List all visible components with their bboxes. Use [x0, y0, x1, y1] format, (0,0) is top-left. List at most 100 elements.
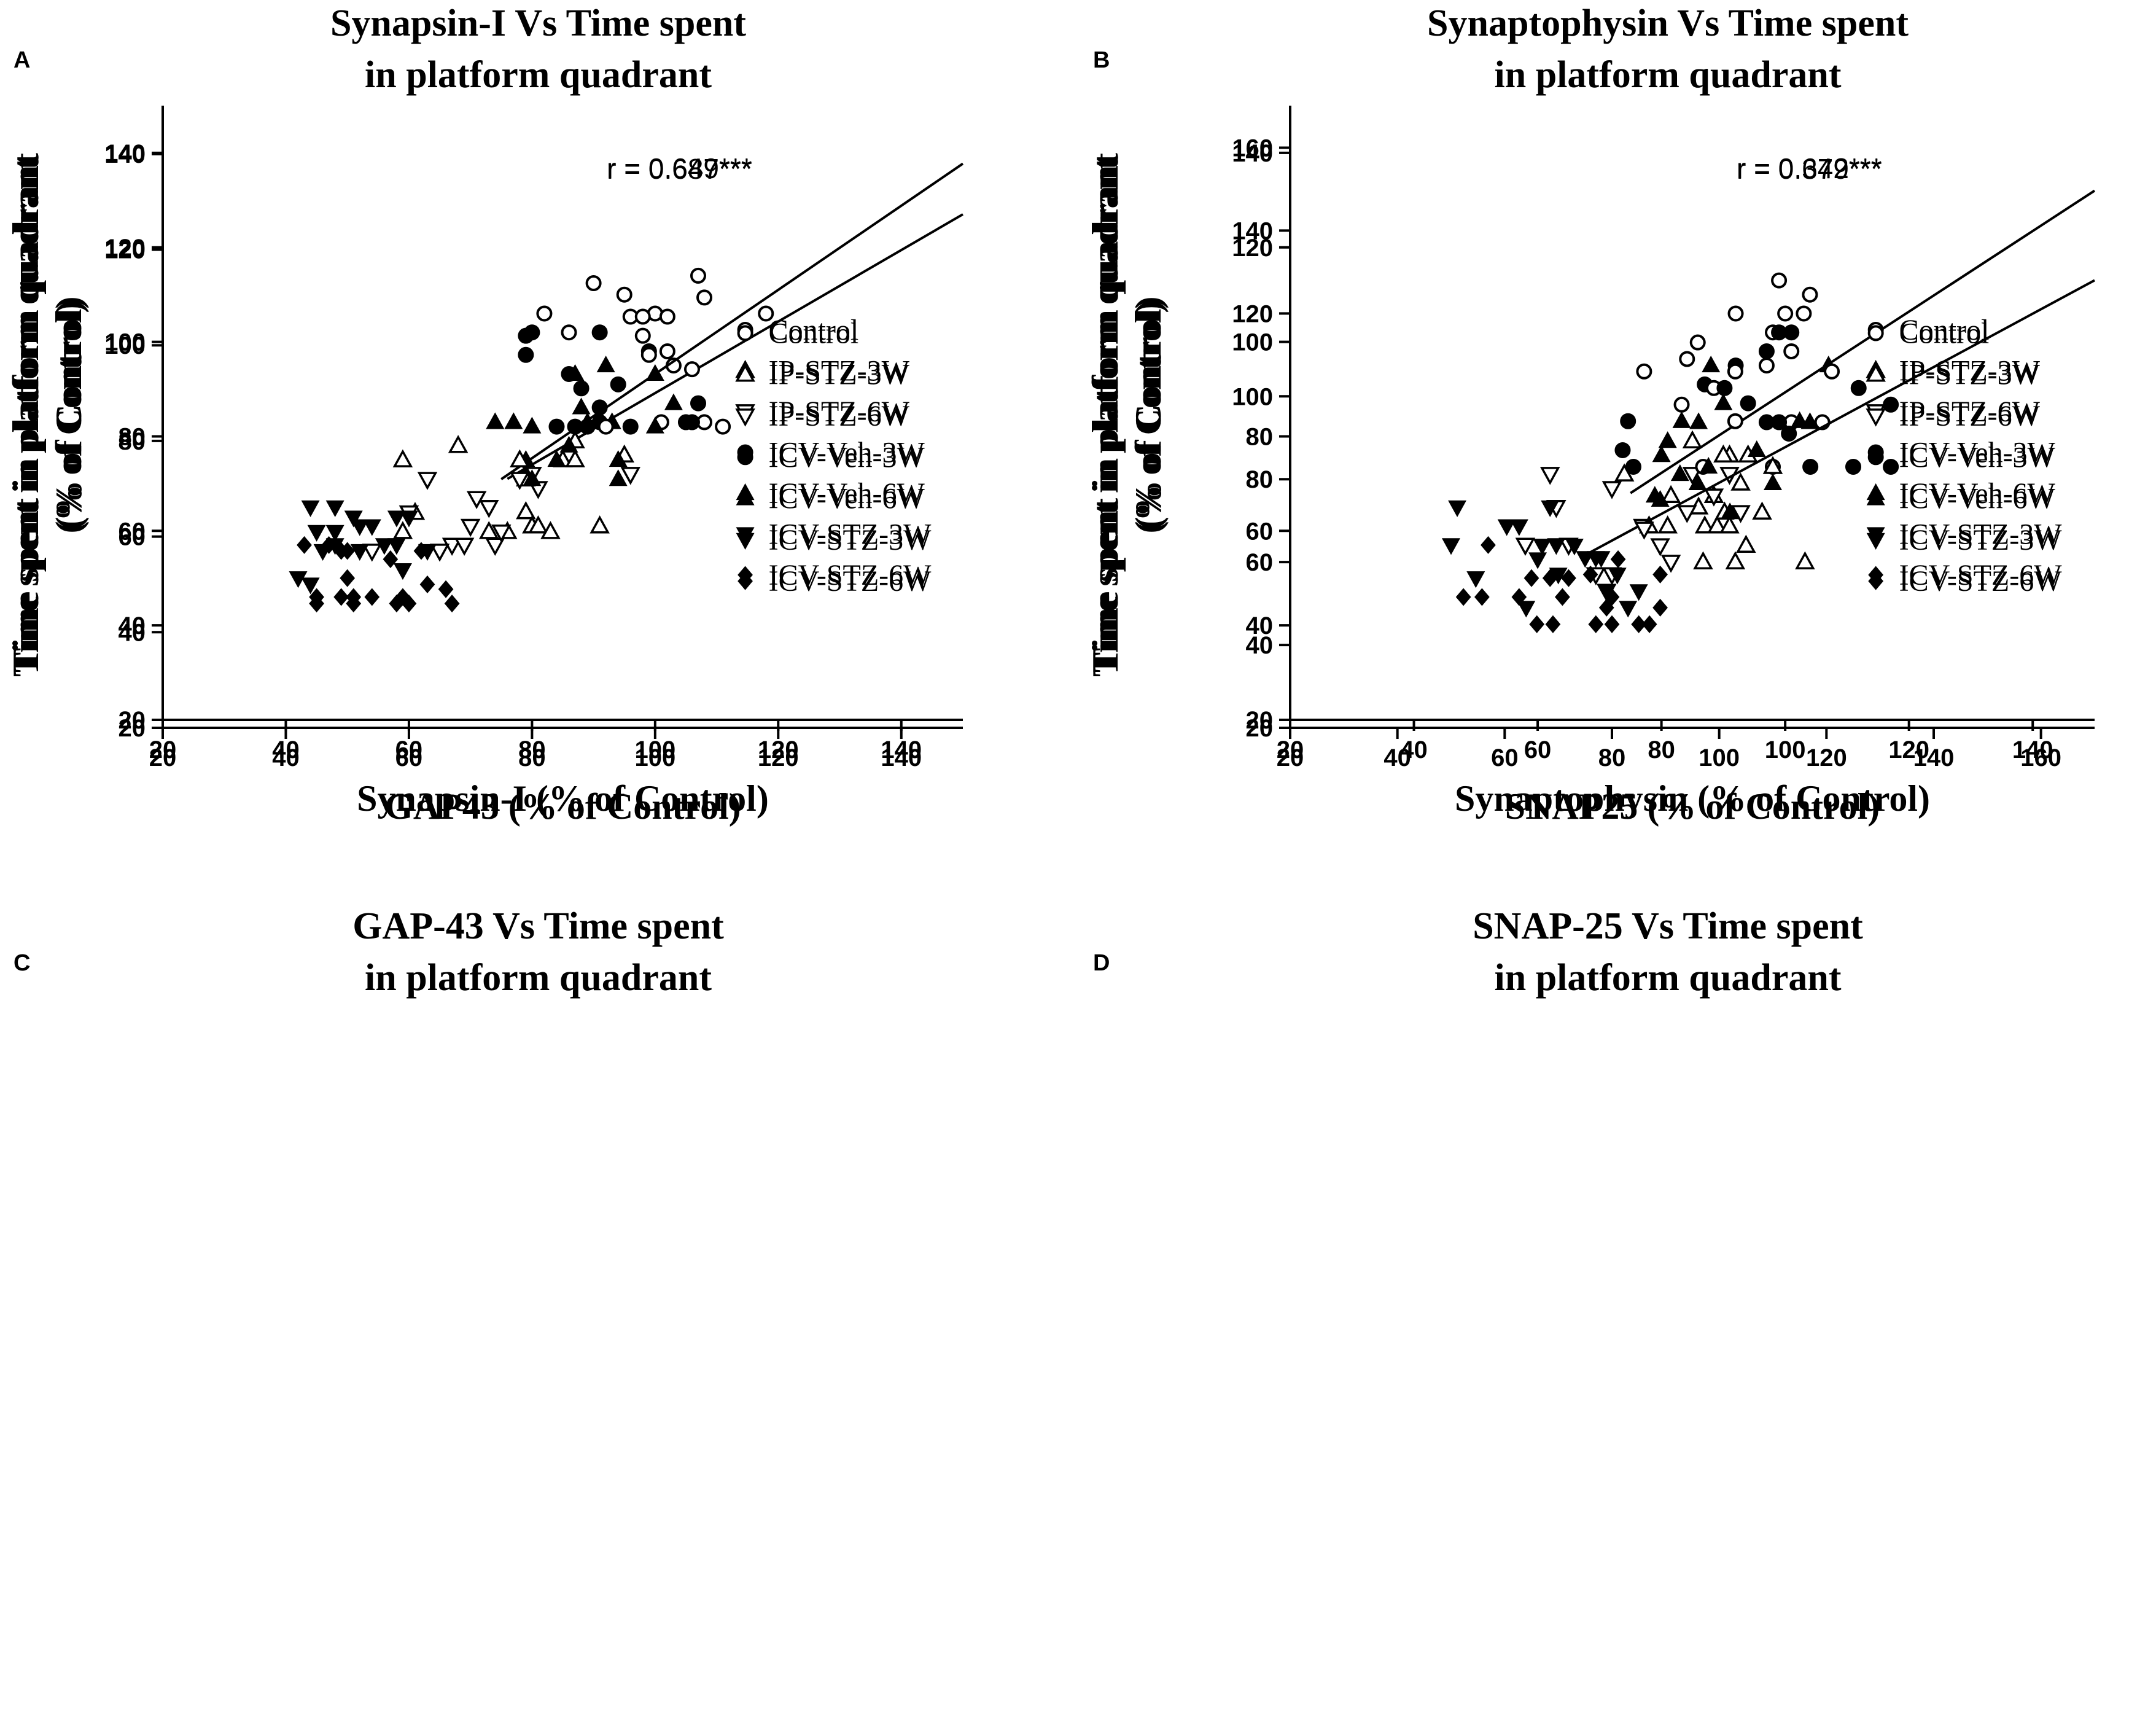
data-point [1442, 538, 1460, 555]
data-point [696, 289, 713, 306]
y-tick-label: 20 [119, 715, 146, 742]
data-point [1713, 444, 1734, 463]
data-point [1771, 414, 1788, 431]
data-point [1694, 515, 1715, 534]
data-point [486, 412, 505, 429]
data-point [540, 521, 561, 539]
legend-marker [1866, 364, 1886, 382]
legend-marker [1867, 449, 1884, 466]
legend-label: IP-STZ-3W [1899, 359, 2041, 391]
data-point [364, 588, 380, 606]
y-axis-label: Time spent in platform quadrant [1085, 157, 1126, 677]
legend: ControlIP-STZ-3WIP-STZ-6WICV-Veh-3WICV-V… [1866, 314, 2062, 591]
data-point [307, 525, 326, 542]
y-tick-label: 120 [104, 235, 146, 262]
data-point [1758, 357, 1775, 374]
x-tick-label: 100 [1765, 736, 1806, 763]
data-point [1533, 539, 1552, 556]
data-point [350, 519, 369, 536]
y-axis-label-line-2: (% of Control) [49, 301, 89, 534]
panel-letter: D [1093, 950, 1110, 976]
series-icv-stz-3w [301, 510, 437, 595]
legend-label: ICV-Veh-3W [769, 441, 925, 474]
x-tick-label: 80 [1648, 736, 1675, 763]
y-tick-label: 100 [1232, 329, 1273, 356]
panel-letter: A [14, 47, 30, 73]
data-point [504, 412, 523, 429]
series-icv-veh-3w [524, 324, 707, 431]
legend-marker [736, 533, 755, 550]
y-tick-label: 20 [119, 707, 146, 734]
x-axis-label: Synaptophysin (% of Control) [1455, 778, 1930, 819]
legend-label: ICV-STZ-3W [1899, 524, 2063, 556]
legend-label: IP-STZ-6W [1899, 396, 2041, 428]
data-point [610, 376, 626, 392]
series-ip-stz-6w [362, 472, 530, 562]
data-point [1689, 334, 1706, 351]
data-point [1625, 458, 1641, 475]
data-point [1783, 324, 1800, 341]
chart-title: Synapsin-I Vs Time spent [330, 2, 746, 44]
data-point [1561, 569, 1576, 587]
panel-c: C GAP-43 Vs Time spent in platform quadran… [6, 106, 964, 999]
series-control [536, 267, 774, 431]
data-point [579, 418, 596, 435]
x-tick-label: 160 [2020, 744, 2061, 771]
y-tick-label: 40 [119, 619, 146, 646]
y-axis-label-line-2: (% of Control) [1128, 301, 1169, 534]
data-point [1652, 445, 1671, 462]
data-point [1783, 343, 1800, 359]
data-point [1598, 598, 1614, 617]
data-point [444, 595, 460, 613]
data-point [645, 364, 664, 381]
data-point [1549, 568, 1568, 585]
data-point [340, 569, 356, 587]
x-axis-label: GAP43 (% of Control) [384, 786, 741, 827]
y-tick-label: 100 [104, 329, 146, 356]
y-tick-label: 120 [104, 237, 146, 264]
legend-label: ICV-STZ-3W [769, 524, 932, 556]
data-point [565, 449, 585, 467]
y-tick-label: 140 [104, 141, 146, 168]
y-tick-label: 80 [1246, 423, 1274, 450]
x-tick-label: 120 [1806, 744, 1847, 771]
data-point [1608, 568, 1627, 585]
data-point [478, 500, 499, 518]
panel-b: B Synaptophysin Vs Time spent in platform … [1085, 2, 2096, 819]
correlation-label: r = 0.649*** [607, 152, 752, 184]
data-point [1762, 456, 1783, 474]
y-tick-label: 60 [1246, 518, 1274, 545]
data-point [516, 501, 536, 520]
panel-letter: B [1093, 47, 1110, 73]
chart-title-line-2: in platform quadrant [365, 54, 712, 96]
data-point [325, 525, 344, 542]
data-point [1601, 481, 1622, 499]
panel-d: D SNAP-25 Vs Time spent in platform quadra… [1085, 106, 2095, 999]
data-point [350, 544, 369, 561]
x-tick-label: 20 [1277, 744, 1304, 771]
data-point [1682, 467, 1703, 485]
regression-line [1630, 189, 2096, 494]
series-icv-veh-6w [1645, 411, 1809, 520]
data-point [1796, 305, 1812, 322]
data-point [547, 450, 566, 467]
data-point [1730, 505, 1751, 523]
y-tick-label: 140 [104, 140, 146, 167]
data-point [645, 416, 664, 434]
data-point [417, 472, 438, 490]
data-point [1721, 502, 1740, 520]
data-point [1620, 413, 1636, 429]
data-point [1795, 551, 1815, 569]
x-tick-label: 140 [1913, 744, 1955, 771]
legend-label: ICV-Veh-3W [1899, 441, 2056, 474]
x-tick-label: 40 [272, 736, 300, 763]
x-tick-label: 140 [881, 744, 922, 771]
correlation-label: r = 0.687*** [607, 153, 752, 185]
data-point [620, 467, 641, 485]
data-point [340, 542, 356, 560]
data-point [1693, 551, 1713, 569]
panel-a: A Synapsin-I Vs Time spent in platform qua… [6, 2, 964, 819]
data-point [596, 356, 615, 373]
data-point [1802, 458, 1819, 475]
